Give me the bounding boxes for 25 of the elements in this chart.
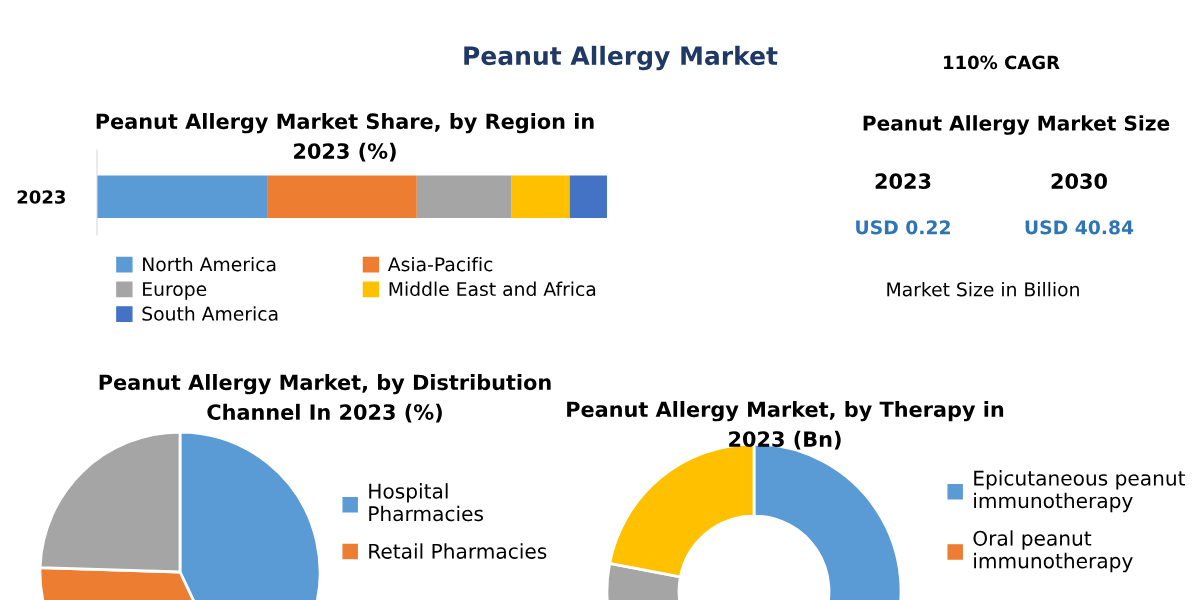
- legend-label: Hospital Pharmacies: [369, 483, 483, 522]
- text: 110% CAGR: [944, 55, 1060, 70]
- text: USD 40.84: [1025, 220, 1134, 235]
- text: Peanut Allergy Market: [464, 45, 778, 71]
- text: Market Size in Billion: [887, 281, 1079, 297]
- bar: [97, 175, 268, 218]
- legend-label: Oral peanut immunotherapy: [973, 530, 1133, 573]
- text: 2023: [875, 173, 931, 190]
- text: 2030: [1051, 173, 1107, 190]
- legend-label: Asia-Pacific: [387, 256, 493, 272]
- legend-label: North America: [143, 256, 276, 272]
- chart-title: Peanut Allergy Market Share, by Region in 2023 (%): [96, 113, 594, 162]
- bar: [511, 175, 570, 218]
- legend-label: Retail Pharmacies: [369, 543, 547, 559]
- bar: [267, 175, 417, 218]
- bar: [416, 175, 512, 218]
- text: Peanut Allergy Market Size: [863, 115, 1170, 135]
- chart-title: Peanut Allergy Market, by Therapy in 2023 (Bn): [567, 401, 1004, 450]
- legend-label: Europe: [143, 282, 207, 300]
- legend-label: South America: [142, 306, 278, 321]
- text: USD 0.22: [856, 220, 950, 235]
- legend-label: Epicutaneous peanut immunotherapy: [974, 470, 1186, 513]
- chart-title: Peanut Allergy Market, by Distribution Channel In 2023 (%): [99, 374, 551, 423]
- bar: [569, 175, 607, 218]
- legend-label: Middle East and Africa: [389, 281, 596, 297]
